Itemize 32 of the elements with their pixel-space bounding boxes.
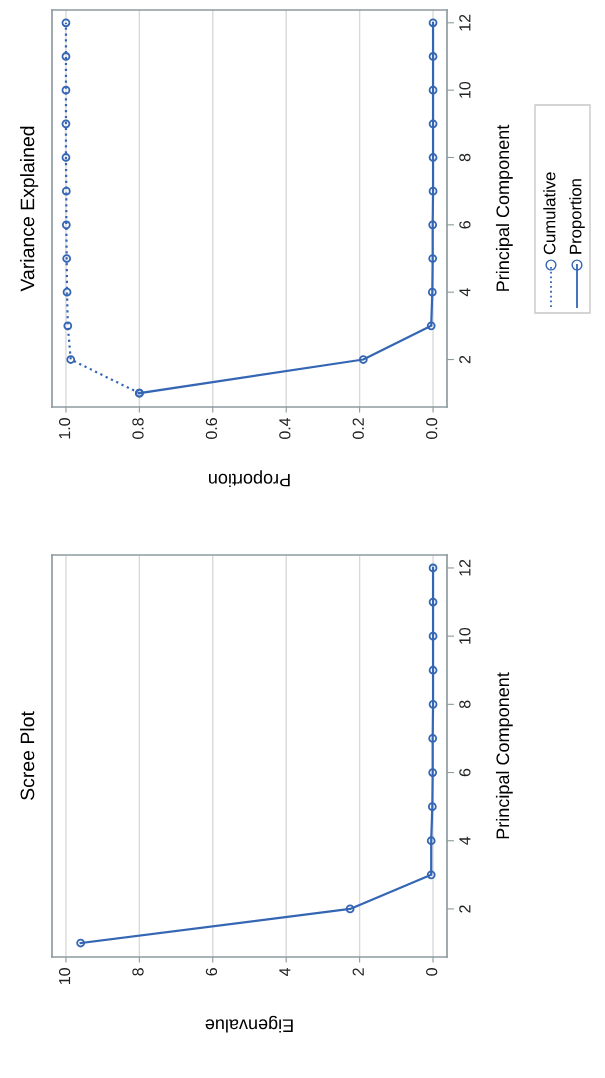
x-tick-label: 2 xyxy=(352,968,364,976)
x-tick-label: 10 xyxy=(58,968,71,984)
y-tick-label: 8 xyxy=(459,700,471,709)
x-tick-label: 0.4 xyxy=(279,417,291,439)
x-tick-label: 0.2 xyxy=(352,418,364,439)
x-tick-label: 0.6 xyxy=(205,418,218,439)
y-tick-label: 2 xyxy=(459,905,471,913)
text: Proportion xyxy=(569,179,585,254)
y-axis-title: Principal Component xyxy=(495,672,513,839)
text: Scree Plot xyxy=(20,711,35,800)
y-tick-label: 6 xyxy=(459,768,471,777)
x-tick-label: 1.0 xyxy=(58,418,71,439)
y-tick-label: 12 xyxy=(459,14,471,31)
y-axis-title: Principal Component xyxy=(495,124,513,291)
x-tick-label: 6 xyxy=(205,968,218,976)
x-tick-label: 0.0 xyxy=(426,418,438,439)
text: Cumulative xyxy=(543,172,556,255)
y-tick-label: 4 xyxy=(459,288,471,297)
y-tick-label: 6 xyxy=(459,221,471,229)
text: Variance Explained xyxy=(20,126,39,292)
x-tick-label: 8 xyxy=(132,968,144,976)
y-tick-label: 10 xyxy=(459,81,471,98)
x-tick-label: 0.8 xyxy=(132,418,144,439)
x-axis-title: Eigenvalue xyxy=(205,1015,293,1033)
x-tick-label: 4 xyxy=(279,967,291,976)
y-tick-label: 10 xyxy=(459,627,471,644)
y-tick-label: 8 xyxy=(459,153,471,162)
x-axis-title: Proportion xyxy=(209,470,290,487)
y-tick-label: 12 xyxy=(459,559,471,576)
y-tick-label: 2 xyxy=(459,355,471,364)
y-tick-label: 4 xyxy=(459,836,471,845)
x-tick-label: 0 xyxy=(426,968,438,976)
